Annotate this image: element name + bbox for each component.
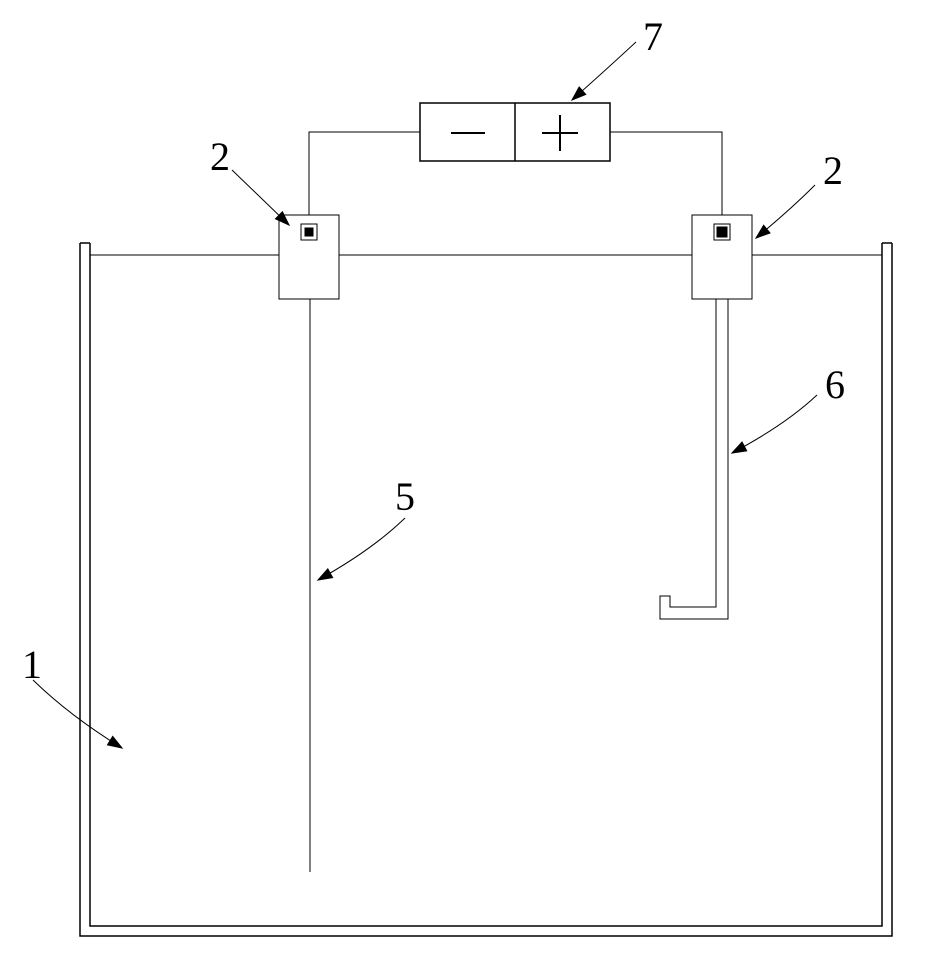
- wire-positive: [610, 132, 722, 215]
- label-2R: 2: [823, 148, 843, 193]
- label-1: 1: [22, 642, 42, 687]
- wire-negative: [309, 132, 420, 215]
- anode-electrode: [660, 299, 728, 619]
- leader-5: [318, 518, 405, 580]
- label-2L: 2: [210, 134, 230, 179]
- label-5: 5: [395, 474, 415, 519]
- leader-1: [33, 680, 122, 748]
- tank-outer: [80, 243, 892, 936]
- leader-6: [732, 395, 817, 453]
- label-7: 7: [643, 14, 663, 59]
- label-6: 6: [825, 362, 845, 407]
- tank-inner: [90, 243, 882, 926]
